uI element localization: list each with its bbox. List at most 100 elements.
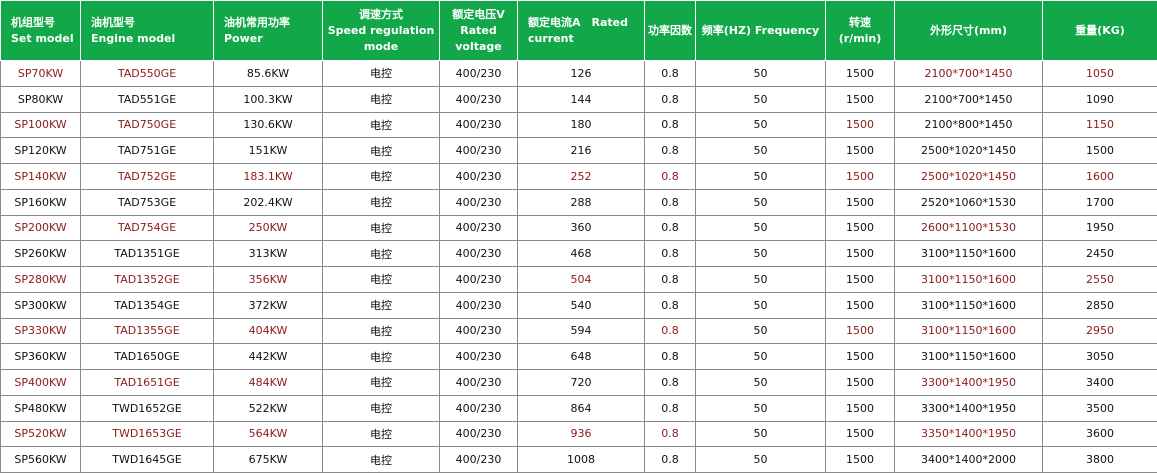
- table-row: SP80KW TAD551GE 100.3KW 电控 400/230 144 0.8 50 15…: [0, 85, 1157, 113]
- table-cell: 3800: [1042, 446, 1157, 473]
- column-header-sublabel: (r/min): [838, 31, 882, 45]
- column-header-sublabel: Speed regulation mode: [327, 23, 435, 53]
- table-cell: 2500*1020*1450: [894, 163, 1043, 190]
- column-header-label: 机组型号: [11, 15, 55, 29]
- table-row: SP260KW TAD1351GE 313KW 电控 400/230 468 0.8 50 15…: [0, 240, 1157, 267]
- table-cell: 0.8: [644, 240, 696, 267]
- table-cell: 2100*700*1450: [894, 85, 1043, 113]
- table-cell: 50: [695, 266, 826, 293]
- table-cell: 50: [695, 446, 826, 473]
- table-cell: 3300*1400*1950: [894, 394, 1043, 422]
- table-cell: 594: [517, 317, 645, 345]
- table-cell: 151KW: [213, 137, 323, 164]
- table-cell: 3050: [1042, 343, 1157, 370]
- table-cell: 85.6KW: [213, 60, 323, 87]
- column-header: 外形尺寸(mm): [894, 0, 1043, 61]
- table-cell: 400/230: [439, 369, 518, 396]
- table-cell: 1500: [825, 163, 895, 190]
- table-cell: 50: [695, 394, 826, 422]
- column-header: 转速 (r/min): [825, 0, 895, 61]
- table-cell: 50: [695, 291, 826, 319]
- table-cell: SP140KW: [0, 163, 81, 190]
- table-cell: 400/230: [439, 317, 518, 345]
- table-row: SP360KW TAD1650GE 442KW 电控 400/230 648 0.8 50 15…: [0, 343, 1157, 370]
- table-cell: 50: [695, 85, 826, 113]
- table-cell: 288: [517, 188, 645, 216]
- table-cell: 1500: [825, 111, 895, 139]
- table-cell: SP260KW: [0, 240, 81, 267]
- table-cell: 电控: [322, 60, 440, 87]
- table-cell: 0.8: [644, 214, 696, 242]
- table-cell: 2850: [1042, 291, 1157, 319]
- table-cell: 1500: [825, 137, 895, 164]
- column-header-sublabel: Power: [224, 31, 263, 45]
- table-cell: 252: [517, 163, 645, 190]
- table-row: SP160KW TAD753GE 202.4KW 电控 400/230 288 0.8 50 1…: [0, 188, 1157, 216]
- table-row: SP120KW TAD751GE 151KW 电控 400/230 216 0.8 50 150…: [0, 137, 1157, 164]
- table-cell: 50: [695, 137, 826, 164]
- table-cell: 0.8: [644, 85, 696, 113]
- table-cell: TAD752GE: [80, 163, 214, 190]
- table-cell: 1500: [825, 317, 895, 345]
- column-header-label: 转速: [849, 15, 871, 29]
- column-header-sublabel: Set model: [11, 31, 74, 45]
- column-header-label: 重量(KG): [1075, 23, 1125, 37]
- table-cell: 250KW: [213, 214, 323, 242]
- table-cell: 2550: [1042, 266, 1157, 293]
- table-cell: 2520*1060*1530: [894, 188, 1043, 216]
- table-cell: TAD1651GE: [80, 369, 214, 396]
- column-header-label: 外形尺寸(mm): [930, 23, 1007, 37]
- table-cell: 50: [695, 343, 826, 370]
- table-row: SP330KW TAD1355GE 404KW 电控 400/230 594 0.8 50 15…: [0, 317, 1157, 345]
- table-cell: 2100*800*1450: [894, 111, 1043, 139]
- table-cell: 电控: [322, 85, 440, 113]
- table-cell: 0.8: [644, 266, 696, 293]
- table-cell: 电控: [322, 291, 440, 319]
- table-cell: 50: [695, 214, 826, 242]
- table-cell: TAD1355GE: [80, 317, 214, 345]
- table-cell: 电控: [322, 394, 440, 422]
- table-cell: 电控: [322, 214, 440, 242]
- column-header-label: 额定电流A Rated: [528, 15, 628, 29]
- table-row: SP70KW TAD550GE 85.6KW 电控 400/230 126 0.8 50 150…: [0, 60, 1157, 87]
- table-cell: 1500: [825, 214, 895, 242]
- table-cell: 0.8: [644, 394, 696, 422]
- table-cell: 3300*1400*1950: [894, 369, 1043, 396]
- table-row: SP200KW TAD754GE 250KW 电控 400/230 360 0.8 50 150…: [0, 214, 1157, 242]
- table-cell: TAD1352GE: [80, 266, 214, 293]
- table-cell: 400/230: [439, 343, 518, 370]
- table-cell: 0.8: [644, 60, 696, 87]
- table-cell: TAD750GE: [80, 111, 214, 139]
- table-cell: 3100*1150*1600: [894, 240, 1043, 267]
- column-header-sublabel: Engine model: [91, 31, 176, 45]
- column-header-label: 功率因数: [648, 23, 692, 37]
- table-cell: 540: [517, 291, 645, 319]
- table-cell: 3400*1400*2000: [894, 446, 1043, 473]
- table-cell: SP400KW: [0, 369, 81, 396]
- table-cell: 2100*700*1450: [894, 60, 1043, 87]
- table-cell: 130.6KW: [213, 111, 323, 139]
- table-cell: 400/230: [439, 137, 518, 164]
- table-cell: 3500: [1042, 394, 1157, 422]
- table-cell: TWD1653GE: [80, 420, 214, 448]
- table-cell: SP280KW: [0, 266, 81, 293]
- table-cell: 1050: [1042, 60, 1157, 87]
- table-cell: SP330KW: [0, 317, 81, 345]
- table-cell: 504: [517, 266, 645, 293]
- table-cell: 442KW: [213, 343, 323, 370]
- table-cell: SP200KW: [0, 214, 81, 242]
- table-cell: 50: [695, 60, 826, 87]
- column-header: 功率因数: [644, 0, 696, 61]
- table-cell: 1950: [1042, 214, 1157, 242]
- table-cell: 202.4KW: [213, 188, 323, 216]
- table-cell: TAD1354GE: [80, 291, 214, 319]
- table-cell: 1500: [825, 266, 895, 293]
- table-cell: 1500: [825, 85, 895, 113]
- table-cell: 400/230: [439, 446, 518, 473]
- table-cell: 0.8: [644, 420, 696, 448]
- table-cell: 50: [695, 240, 826, 267]
- table-cell: 3100*1150*1600: [894, 266, 1043, 293]
- table-cell: 144: [517, 85, 645, 113]
- column-header: 机组型号 Set model: [0, 0, 81, 61]
- column-header-sublabel: current: [528, 31, 574, 45]
